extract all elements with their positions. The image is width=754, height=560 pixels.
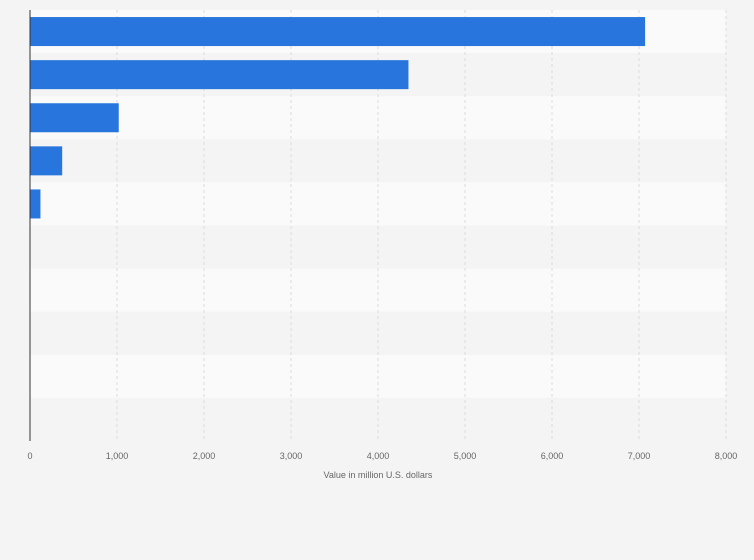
x-tick-label: 2,000 bbox=[193, 451, 216, 461]
x-tick-label: 1,000 bbox=[106, 451, 129, 461]
x-tick-label: 7,000 bbox=[628, 451, 651, 461]
x-tick-label: 6,000 bbox=[541, 451, 564, 461]
x-tick-label: 8,000 bbox=[715, 451, 738, 461]
bar bbox=[30, 146, 63, 176]
x-tick-label: 5,000 bbox=[454, 451, 477, 461]
bar bbox=[30, 60, 409, 90]
x-tick-label: 0 bbox=[27, 451, 32, 461]
bar bbox=[30, 189, 41, 219]
x-tick-label: 3,000 bbox=[280, 451, 303, 461]
bar bbox=[30, 103, 119, 133]
x-axis-tick-labels: 0 1,000 2,000 3,000 4,000 5,000 6,000 7,000 8,00… bbox=[27, 451, 737, 461]
bars bbox=[30, 17, 646, 219]
x-axis-title: Value in million U.S. dollars bbox=[324, 470, 433, 480]
x-tick-label: 4,000 bbox=[367, 451, 390, 461]
bar bbox=[30, 17, 646, 47]
